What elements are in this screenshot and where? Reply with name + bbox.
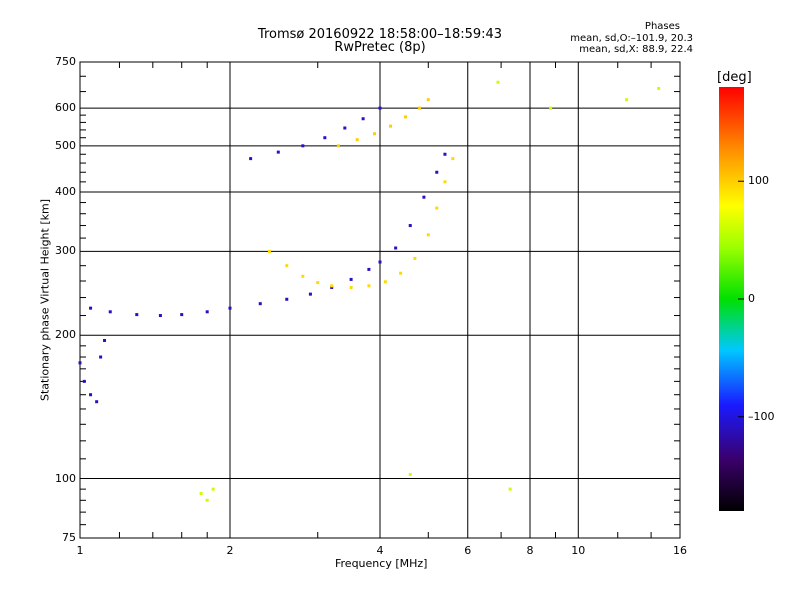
echo-point	[135, 313, 139, 317]
y-tick-label: 400	[55, 184, 76, 198]
axis-ticks	[80, 62, 680, 538]
echo-point	[103, 338, 107, 342]
echo-point	[361, 117, 365, 121]
series-f2-x-trace	[267, 157, 455, 289]
series-upper-trace-o	[249, 106, 382, 161]
echo-point	[496, 80, 500, 84]
echo-point	[330, 285, 334, 289]
echo-point	[403, 115, 407, 119]
echo-point	[308, 292, 312, 296]
x-tick-label: 8	[526, 544, 534, 557]
echo-point	[399, 271, 403, 275]
echo-point	[211, 487, 215, 491]
echo-point	[205, 310, 209, 314]
grid-lines	[80, 62, 680, 538]
echo-point	[349, 285, 353, 289]
y-tick-label: 600	[55, 101, 76, 115]
echo-point	[199, 492, 203, 496]
x-tick-label: 2	[226, 544, 234, 557]
echo-point	[349, 277, 353, 281]
echo-point	[267, 249, 271, 253]
echo-point	[89, 306, 93, 310]
phase-box-heading: Phases	[644, 21, 680, 32]
echo-point	[373, 132, 377, 136]
colorbar-tick-label: 0	[748, 292, 755, 305]
echo-point	[443, 152, 447, 156]
x-tick-label: 6	[464, 544, 472, 557]
echo-point	[301, 144, 305, 148]
echo-point	[228, 306, 232, 310]
echo-point	[443, 180, 447, 184]
echo-point	[451, 157, 455, 161]
echo-point	[413, 256, 417, 260]
x-tick-label: 4	[376, 544, 384, 557]
echo-point	[180, 313, 184, 317]
y-axis-label: Stationary phase Virtual Height [km]	[38, 198, 52, 402]
echo-point	[301, 274, 305, 278]
x-tick-label: 1	[76, 544, 84, 557]
series-upper-trace-x	[336, 98, 430, 148]
echo-point	[343, 126, 347, 130]
series-e-layer-echoes	[78, 338, 107, 404]
echo-point	[378, 106, 382, 110]
colorbar-label: [deg]	[717, 70, 752, 85]
echo-point	[426, 233, 430, 237]
echo-point	[108, 310, 112, 314]
echo-point	[422, 195, 426, 199]
colorbar-tick-label: –100	[748, 409, 775, 423]
y-tick-label: 300	[55, 244, 76, 258]
echo-point	[389, 124, 393, 128]
series-f2-o-trace	[89, 152, 447, 318]
echo-point	[95, 400, 99, 404]
colorbar-ticks	[738, 180, 744, 418]
echo-point	[367, 284, 371, 288]
chart-title: Tromsø 20160922 18:58:00–18:59:43	[257, 27, 503, 42]
echo-point	[316, 281, 320, 285]
echo-point	[158, 314, 162, 318]
echo-point	[408, 224, 412, 228]
echo-point	[249, 157, 253, 161]
echo-point	[82, 379, 86, 383]
echo-point	[285, 297, 289, 301]
echo-point	[417, 106, 421, 110]
echo-point	[258, 302, 262, 306]
echo-point	[205, 498, 209, 502]
y-tick-label: 200	[55, 328, 76, 342]
echo-point	[89, 393, 93, 397]
echo-point	[383, 280, 387, 284]
y-tick-label: 750	[55, 55, 76, 68]
echo-point	[78, 361, 82, 365]
colorbar-tick-label: 100	[748, 174, 769, 188]
echo-point	[549, 106, 553, 110]
echo-point	[330, 284, 334, 288]
phase-box-o-line: mean, sd,O:–101.9, 20.3	[570, 33, 693, 44]
echo-point	[285, 264, 289, 268]
echo-point	[99, 355, 103, 359]
y-tick-label: 500	[55, 138, 76, 152]
echo-point	[394, 246, 398, 250]
series-scattered-echoes	[199, 80, 661, 502]
x-tick-label: 10	[571, 544, 586, 557]
echo-point	[336, 144, 340, 148]
y-tick-label: 100	[55, 471, 76, 485]
echo-point	[426, 98, 430, 102]
echo-point	[435, 206, 439, 210]
echo-point	[657, 86, 661, 90]
x-axis-label: Frequency [MHz]	[335, 557, 428, 570]
echo-point	[625, 98, 629, 102]
echo-point	[367, 267, 371, 271]
echo-point	[435, 170, 439, 174]
echo-point	[378, 260, 382, 264]
phase-box-x-line: mean, sd,X: 88.9, 22.4	[579, 44, 693, 55]
echo-point	[355, 138, 359, 142]
echo-point	[276, 150, 280, 154]
echo-points	[78, 80, 661, 502]
chart-subtitle: RwPretec (8p)	[334, 40, 426, 55]
y-tick-label: 75	[62, 531, 76, 544]
echo-point	[408, 472, 412, 476]
x-tick-label: 16	[673, 544, 687, 557]
echo-point	[323, 136, 327, 140]
echo-point	[508, 487, 512, 491]
